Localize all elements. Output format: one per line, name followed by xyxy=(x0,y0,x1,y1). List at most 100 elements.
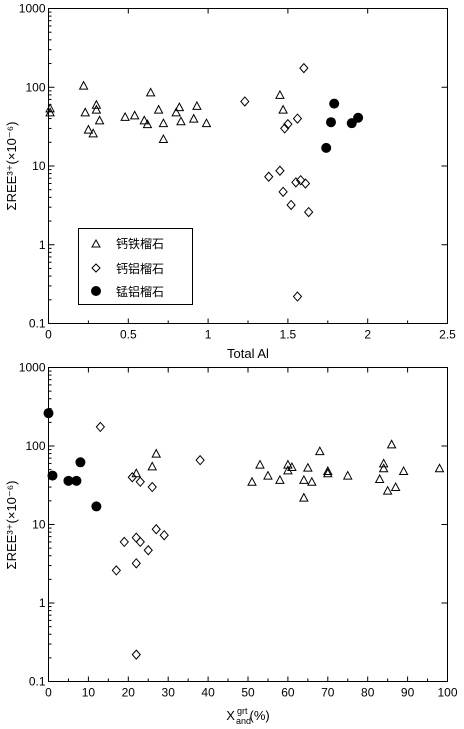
top-grossular-point xyxy=(264,171,274,183)
top-x-tick-label: 2 xyxy=(364,328,371,342)
top-grossular-point xyxy=(303,206,314,218)
bottom-andradite-point xyxy=(307,476,317,486)
top-x-tick-label: 1 xyxy=(205,328,212,342)
top-y-tick-label: 10 xyxy=(32,159,46,173)
top-andradite-point xyxy=(78,80,89,90)
bottom-y-ticks: 0.1 1 10 100 1000 xyxy=(19,361,448,689)
legend-circle-icon xyxy=(91,286,101,296)
top-andradite-point xyxy=(278,104,288,114)
bottom-grossular-point xyxy=(131,558,141,569)
bottom-x-label-sub: and xyxy=(236,716,251,726)
bottom-x-tick-label: 30 xyxy=(162,686,176,700)
bottom-x-axis-label: Xandgrt (%) xyxy=(226,706,269,726)
bottom-andradite-point xyxy=(275,474,285,484)
bottom-x-label-sup: grt xyxy=(237,706,248,716)
bottom-grossular-point xyxy=(151,523,161,535)
top-spessartine-point xyxy=(321,142,332,153)
bottom-andradite-point xyxy=(322,468,333,478)
bottom-grossular-point xyxy=(127,471,137,483)
bottom-andradite-point xyxy=(151,448,162,458)
top-y-tick-label: 1000 xyxy=(19,2,46,16)
legend-triangle-icon xyxy=(91,238,101,248)
bottom-andradite-point xyxy=(314,446,325,456)
bottom-grossular-point xyxy=(95,421,106,433)
top-y-tick-label: 1 xyxy=(39,238,46,252)
bottom-andradite-point xyxy=(299,492,309,502)
bottom-x-ticks: 0 10 20 30 40 50 60 70 80 90 100 xyxy=(45,367,458,700)
bottom-x-tick-label: 80 xyxy=(361,686,375,700)
top-y-tick-label: 0.1 xyxy=(29,317,46,331)
bottom-spessartine-point xyxy=(91,501,102,512)
bottom-andradite-point xyxy=(386,439,397,449)
top-andradite-point xyxy=(171,107,182,117)
bottom-andradite-point xyxy=(322,465,333,476)
bottom-grossular-point xyxy=(135,476,145,488)
top-grossular-point xyxy=(286,199,296,211)
bottom-andradite-point xyxy=(147,461,158,471)
bottom-andradite-point xyxy=(303,462,313,472)
top-x-tick-label: 2.5 xyxy=(439,328,456,342)
top-grossular-point xyxy=(278,186,288,198)
bottom-andradite-point xyxy=(390,481,401,492)
top-grossular-point xyxy=(292,291,303,302)
top-andradite-point xyxy=(192,100,202,110)
bottom-x-tick-label: 100 xyxy=(437,686,457,700)
top-grossular-point xyxy=(292,113,303,124)
legend-label-spessartine: 锰铝榴石 xyxy=(116,284,164,299)
top-spessartine-point xyxy=(325,117,336,128)
top-andradite-point xyxy=(83,124,94,134)
bottom-x-tick-label: 10 xyxy=(82,686,96,700)
bottom-x-label-main: X xyxy=(226,708,235,723)
bottom-spessartine-point xyxy=(75,457,86,468)
top-x-tick-label: 0 xyxy=(45,328,52,342)
top-andradite-point xyxy=(91,104,102,114)
bottom-y-tick-label: 1000 xyxy=(19,361,46,375)
bottom-x-tick-label: 90 xyxy=(401,686,415,700)
bottom-andradite-point xyxy=(434,463,445,473)
chart-top-grt-vs-total-al: 0 0.5 1 1.5 2 2.5 0.1 1 10 100 1000 Total Al ΣREE… xyxy=(4,2,456,362)
top-andradite-point xyxy=(275,89,285,99)
top-andradite-point xyxy=(158,118,169,128)
bottom-andradite-point xyxy=(374,473,385,483)
bottom-grossular-point xyxy=(143,544,153,556)
top-andradite-point xyxy=(174,102,185,112)
bottom-andradite-point xyxy=(131,468,142,478)
bottom-grossular-point xyxy=(131,532,141,543)
top-grossular-point xyxy=(275,165,285,177)
top-andradite-point xyxy=(94,115,105,125)
bottom-x-tick-label: 70 xyxy=(321,686,335,700)
top-andradite-point xyxy=(153,104,164,114)
bottom-spessartine-point xyxy=(43,408,54,419)
top-grossular-point xyxy=(240,96,250,107)
bottom-spessartine-point xyxy=(63,475,74,486)
top-spessartine-point xyxy=(329,98,340,109)
bottom-grossular-point xyxy=(135,536,145,548)
bottom-grossular-point xyxy=(159,529,169,541)
bottom-plot-frame xyxy=(48,367,448,682)
bottom-x-tick-label: 0 xyxy=(45,686,52,700)
bottom-andradite-point xyxy=(342,470,353,480)
top-grossular-point xyxy=(291,177,301,188)
top-andradite-point xyxy=(129,110,140,120)
bottom-grossular-point xyxy=(111,565,121,576)
top-andradite-point xyxy=(88,128,99,138)
bottom-x-tick-label: 20 xyxy=(122,686,136,700)
top-andradite-point xyxy=(201,118,212,128)
bottom-x-tick-label: 50 xyxy=(241,686,255,700)
bottom-andradite-point xyxy=(283,459,293,469)
legend: 钙铁榴石 钙铝榴石 锰铝榴石 xyxy=(78,228,193,305)
top-x-ticks: 0 0.5 1 1.5 2 2.5 xyxy=(45,8,456,342)
bottom-andradite-point xyxy=(287,461,297,472)
top-andradite-point xyxy=(45,107,55,117)
bottom-y-tick-label: 0.1 xyxy=(29,675,46,689)
top-x-tick-label: 1.5 xyxy=(280,328,297,342)
bottom-andradite-point xyxy=(382,485,393,495)
bottom-y-tick-label: 100 xyxy=(25,439,45,453)
top-andradite-point xyxy=(45,103,55,113)
top-andradite-point xyxy=(80,107,91,117)
bottom-y-axis-label: ΣREE³⁺(×10⁻⁶) xyxy=(4,481,19,570)
bottom-andradite-point xyxy=(255,459,265,469)
bottom-x-tick-label: 40 xyxy=(201,686,215,700)
bottom-data-points xyxy=(43,408,445,660)
